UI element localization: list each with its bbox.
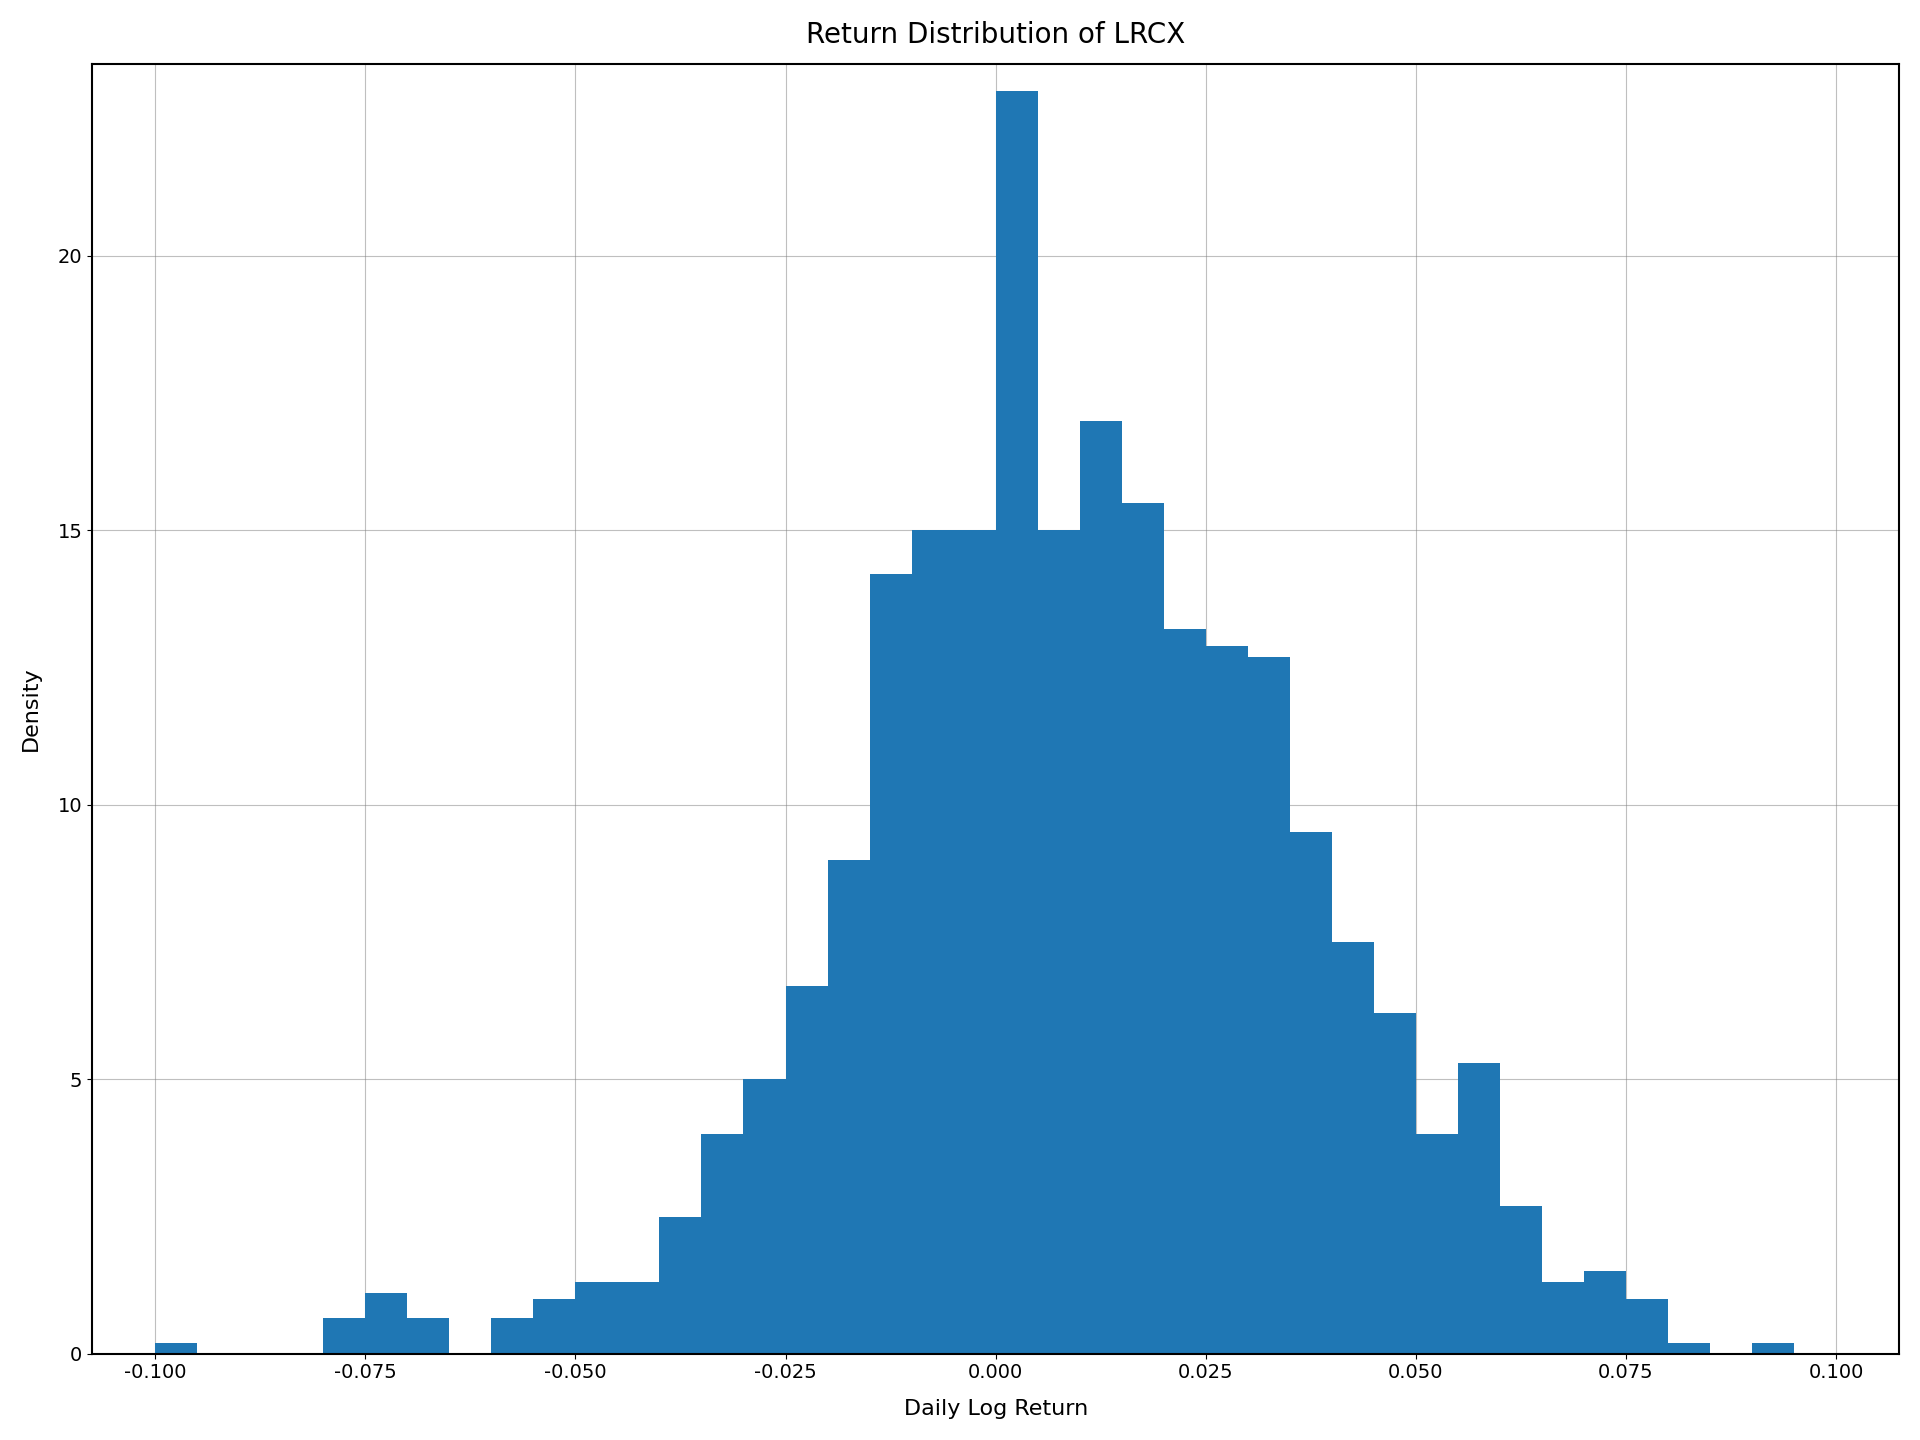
Bar [954,530,996,1354]
Bar [618,1283,659,1354]
Bar [1375,1014,1415,1354]
Bar [870,575,912,1354]
Bar [1626,1299,1668,1354]
Y-axis label: Density: Density [21,667,40,752]
Bar [1415,1135,1457,1354]
Bar [365,1293,407,1354]
Bar [492,1318,534,1354]
Bar [1542,1283,1584,1354]
Bar [1206,645,1248,1354]
Bar [323,1318,365,1354]
Bar [1164,629,1206,1354]
Title: Return Distribution of LRCX: Return Distribution of LRCX [806,20,1185,49]
Bar [1121,503,1164,1354]
Bar [1500,1205,1542,1354]
Bar [1079,420,1121,1354]
Bar [1248,657,1290,1354]
Bar [1668,1342,1711,1354]
Bar [1037,530,1079,1354]
Bar [996,91,1037,1354]
Bar [1332,942,1375,1354]
Bar [1584,1272,1626,1354]
Bar [534,1299,576,1354]
Bar [912,530,954,1354]
Bar [701,1135,743,1354]
Bar [156,1342,198,1354]
X-axis label: Daily Log Return: Daily Log Return [904,1400,1089,1420]
Bar [659,1217,701,1354]
Bar [743,1080,785,1354]
Bar [407,1318,449,1354]
Bar [1290,832,1332,1354]
Bar [1753,1342,1793,1354]
Bar [785,986,828,1354]
Bar [1457,1063,1500,1354]
Bar [828,860,870,1354]
Bar [576,1283,618,1354]
